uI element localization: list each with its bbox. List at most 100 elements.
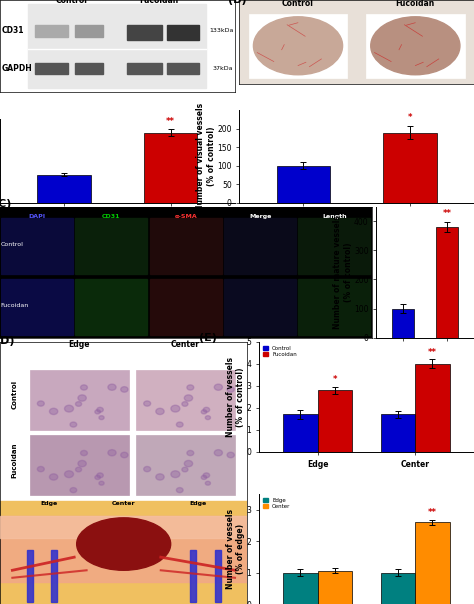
Circle shape	[49, 474, 58, 480]
Circle shape	[176, 422, 183, 427]
Circle shape	[171, 471, 180, 478]
Circle shape	[95, 410, 100, 414]
Circle shape	[49, 408, 58, 414]
Circle shape	[95, 475, 100, 480]
Circle shape	[214, 449, 222, 456]
Bar	[366, 14, 465, 78]
Bar	[35, 25, 68, 37]
Text: CD31: CD31	[1, 27, 24, 36]
Y-axis label: Number of mature vessels
(% of control): Number of mature vessels (% of control)	[333, 215, 353, 329]
Bar	[190, 550, 196, 602]
Circle shape	[121, 387, 128, 392]
Bar	[75, 279, 147, 335]
Circle shape	[75, 402, 82, 406]
Text: Center: Center	[112, 501, 136, 506]
Bar	[136, 435, 235, 495]
Text: DAPI: DAPI	[28, 214, 46, 219]
Circle shape	[99, 481, 104, 485]
Y-axis label: Number of vessels
(% of edge): Number of vessels (% of edge)	[226, 509, 245, 589]
Bar	[75, 25, 103, 37]
Circle shape	[187, 451, 194, 455]
Bar	[144, 133, 197, 203]
Bar	[415, 364, 449, 452]
Bar	[318, 390, 352, 452]
Circle shape	[70, 422, 77, 427]
Text: Fucoidan: Fucoidan	[12, 442, 18, 478]
Circle shape	[75, 467, 82, 472]
Bar	[166, 63, 200, 74]
Bar	[136, 370, 235, 430]
Bar	[0, 501, 247, 604]
Bar	[35, 63, 68, 74]
Circle shape	[144, 466, 151, 472]
Circle shape	[70, 487, 77, 493]
Circle shape	[121, 452, 128, 458]
Text: (C): (C)	[0, 199, 11, 209]
Text: Merge: Merge	[249, 214, 271, 219]
Bar	[415, 522, 449, 604]
Circle shape	[203, 473, 210, 478]
Text: 133kDa: 133kDa	[209, 28, 234, 33]
Text: (D): (D)	[0, 336, 15, 347]
Bar	[166, 25, 200, 39]
Bar	[150, 217, 222, 274]
Bar	[381, 414, 415, 452]
Text: Control: Control	[282, 0, 314, 8]
Text: Fucoidan: Fucoidan	[396, 0, 435, 8]
Circle shape	[156, 474, 164, 480]
Text: GAPDH: GAPDH	[1, 64, 32, 73]
Legend: Control, Fucoidan: Control, Fucoidan	[262, 344, 298, 358]
Circle shape	[201, 410, 207, 414]
Text: *: *	[408, 113, 412, 122]
Circle shape	[201, 475, 207, 480]
Text: Fucoidan: Fucoidan	[1, 303, 29, 308]
Circle shape	[182, 402, 188, 406]
Circle shape	[37, 401, 44, 406]
Bar	[127, 25, 162, 39]
Circle shape	[81, 451, 87, 455]
Legend: Edge, Center: Edge, Center	[262, 496, 292, 510]
Circle shape	[99, 416, 104, 420]
Bar	[224, 217, 296, 274]
Bar	[215, 550, 220, 602]
Circle shape	[81, 385, 87, 390]
Circle shape	[64, 471, 73, 478]
Circle shape	[205, 416, 210, 420]
Bar	[52, 550, 57, 602]
Bar	[30, 370, 128, 430]
Circle shape	[182, 467, 188, 472]
Circle shape	[156, 408, 164, 414]
Circle shape	[97, 407, 103, 412]
Bar	[127, 63, 162, 74]
Text: Control: Control	[55, 0, 88, 5]
Bar	[283, 414, 318, 452]
Text: **: **	[428, 348, 437, 357]
Text: (E): (E)	[199, 333, 217, 343]
Text: α-SMA: α-SMA	[174, 214, 197, 219]
Bar	[0, 516, 247, 538]
Bar	[1, 279, 73, 335]
Bar	[383, 132, 437, 203]
Bar	[436, 227, 458, 338]
Text: Edge: Edge	[68, 341, 90, 349]
Text: Center: Center	[171, 341, 200, 349]
Text: CD31: CD31	[102, 214, 121, 219]
Circle shape	[214, 384, 222, 390]
Bar	[392, 309, 414, 338]
Bar	[28, 4, 207, 88]
Bar	[224, 279, 296, 335]
Text: 37kDa: 37kDa	[213, 66, 234, 71]
Text: Control: Control	[12, 380, 18, 409]
Circle shape	[144, 401, 151, 406]
Bar	[381, 573, 415, 604]
Text: **: **	[428, 508, 437, 517]
Circle shape	[203, 407, 210, 412]
Text: **: **	[443, 209, 452, 218]
Circle shape	[371, 17, 460, 75]
Bar	[318, 571, 352, 604]
Circle shape	[37, 466, 44, 472]
Text: Edge: Edge	[189, 501, 207, 506]
Circle shape	[97, 473, 103, 478]
Circle shape	[205, 481, 210, 485]
Text: *: *	[332, 375, 337, 384]
